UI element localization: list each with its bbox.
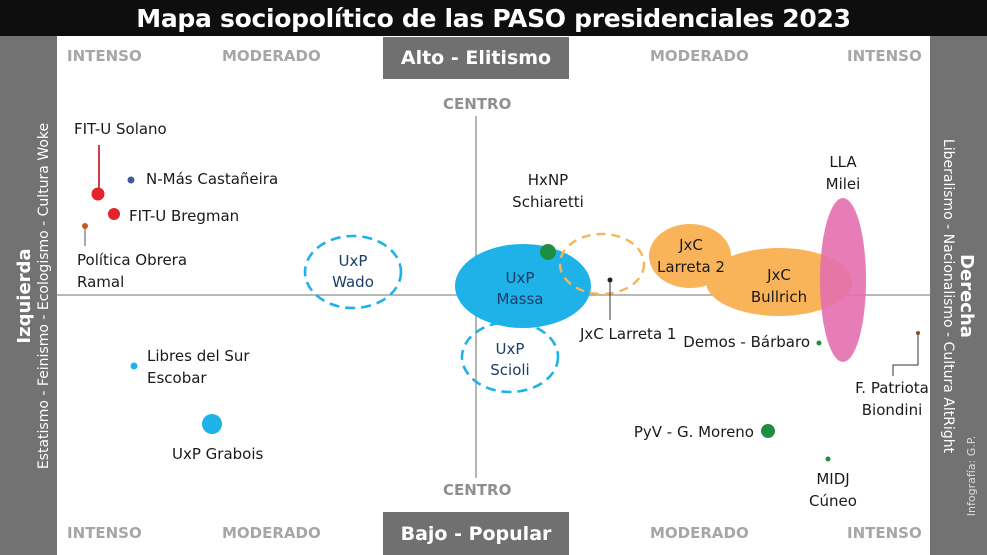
label-uxp-massa: UxP Massa	[496, 269, 544, 308]
dot-libres-del-sur	[130, 362, 138, 370]
left-panel	[0, 36, 57, 555]
scale-moderate-top-left: MODERADO	[222, 47, 321, 65]
ellipse-jxc-larreta-1	[558, 232, 646, 296]
scale-intense-bottom-right: INTENSO	[847, 524, 922, 542]
dot-pyv	[761, 424, 775, 438]
label-jxc-larreta-1: JxC Larreta 1	[580, 325, 677, 343]
label-midj: MIDJ Cúneo	[809, 470, 857, 510]
label-demos: Demos - Bárbaro	[683, 333, 810, 351]
scale-intense-top-right: INTENSO	[847, 47, 922, 65]
label-n-mas: N-Más Castañeira	[146, 170, 279, 188]
label-fit-bregman: FIT-U Bregman	[129, 207, 240, 225]
label-jxc-larreta-2: JxC Larreta 2	[657, 236, 725, 276]
chart-title: Mapa sociopolítico de las PASO presidenc…	[0, 0, 987, 36]
dot-jxc-larreta-1	[607, 277, 613, 283]
scale-moderate-bottom-left: MODERADO	[222, 524, 321, 542]
scale-intense-bottom-left: INTENSO	[67, 524, 142, 542]
label-libres-del-sur: Libres del Sur Escobar	[147, 347, 250, 387]
bottom-axis-label: Bajo - Popular	[383, 512, 569, 555]
ellipse-uxp-massa	[455, 244, 591, 328]
scale-moderate-bottom-right: MODERADO	[650, 524, 749, 542]
ellipse-uxp-scioli	[460, 320, 560, 394]
dot-demos	[816, 340, 822, 346]
dot-uxp-grabois	[202, 414, 222, 434]
connector-f-patriota	[892, 334, 919, 376]
ellipse-lla-milei	[820, 198, 866, 362]
ellipse-jxc-larreta-2	[649, 224, 731, 288]
label-uxp-grabois: UxP Grabois	[172, 445, 264, 463]
label-uxp-scioli: UxP Scioli	[490, 340, 530, 379]
scale-intense-top-left: INTENSO	[67, 47, 142, 65]
label-f-patriota: F. Patriota Biondini	[855, 379, 929, 419]
label-jxc-bullrich: JxC Bullrich	[750, 266, 808, 306]
label-uxp-wado: UxP Wado	[332, 252, 374, 291]
dot-hxnp	[540, 244, 556, 260]
label-fit-solano: FIT-U Solano	[74, 120, 167, 138]
label-hxnp: HxNP Schiaretti	[512, 171, 584, 211]
center-label-top: CENTRO	[443, 95, 512, 113]
dot-f-patriota	[916, 331, 920, 335]
right-panel	[930, 36, 987, 555]
ellipse-jxc-bullrich	[706, 248, 852, 316]
label-politica-obrera: Política Obrera Ramal	[77, 251, 188, 291]
dot-midj	[825, 456, 831, 462]
ellipse-uxp-wado	[303, 234, 403, 310]
label-pyv: PyV - G. Moreno	[633, 423, 754, 441]
center-label-bottom: CENTRO	[443, 481, 512, 499]
label-lla-milei: LLA Milei	[825, 153, 861, 193]
dot-fit-solano	[91, 187, 105, 201]
scale-moderate-top-right: MODERADO	[650, 47, 749, 65]
dot-fit-bregman	[108, 208, 120, 220]
top-axis-label: Alto - Elitismo	[383, 37, 569, 79]
dot-n-mas	[127, 176, 135, 184]
dot-politica-obrera	[82, 223, 88, 229]
